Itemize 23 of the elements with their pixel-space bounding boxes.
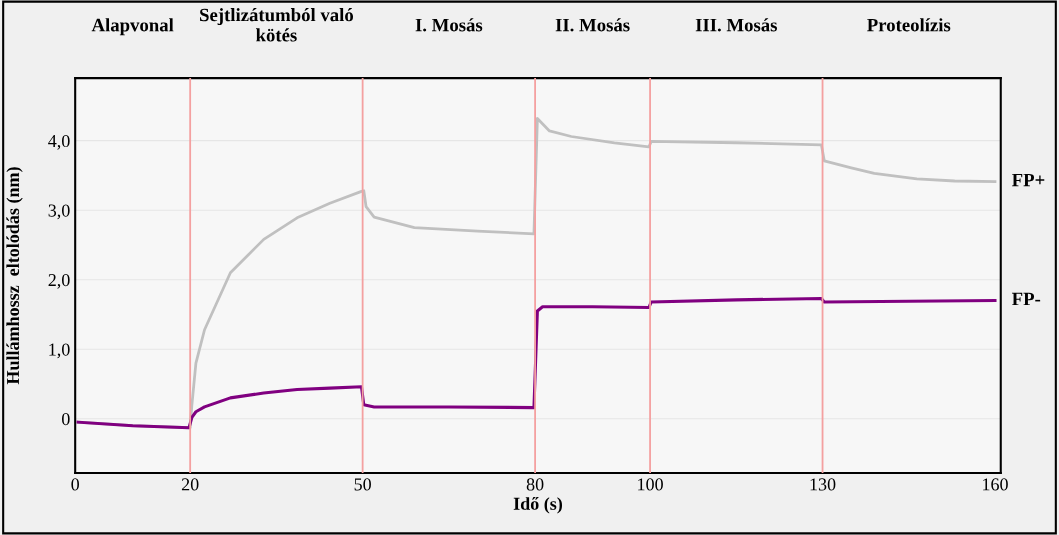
text: I. Mosás [415, 18, 483, 32]
y-tick-label: 4,0 [48, 134, 70, 150]
line-series [76, 296, 997, 430]
x-tick-label: 160 [983, 478, 1008, 491]
y-tick-label: 3,0 [48, 204, 70, 220]
x-tick-label: 130 [810, 478, 836, 491]
x-tick-label: 100 [638, 478, 663, 491]
text: Sejtlizátumból való kötés [200, 8, 354, 42]
y-axis-title: Hullámhossz eltolódás (nm) [6, 167, 23, 385]
series-label: FP+ [1011, 173, 1045, 187]
y-tick-label: 1,0 [49, 343, 70, 359]
text: Proteolízis [867, 18, 951, 32]
text: II. Mosás [555, 18, 630, 32]
text: III. Mosás [695, 18, 777, 32]
x-tick-label: 80 [526, 478, 544, 491]
x-tick-label: 20 [181, 478, 199, 491]
y-tick-label: 2,0 [48, 273, 70, 289]
text: Alapvonal [91, 18, 174, 36]
x-tick-label: 50 [354, 478, 371, 491]
y-tick-label: 0 [61, 412, 70, 426]
x-axis-title: Idő (s) [513, 496, 563, 514]
series-label: FP- [1011, 292, 1041, 306]
x-tick-label: 0 [71, 478, 80, 491]
